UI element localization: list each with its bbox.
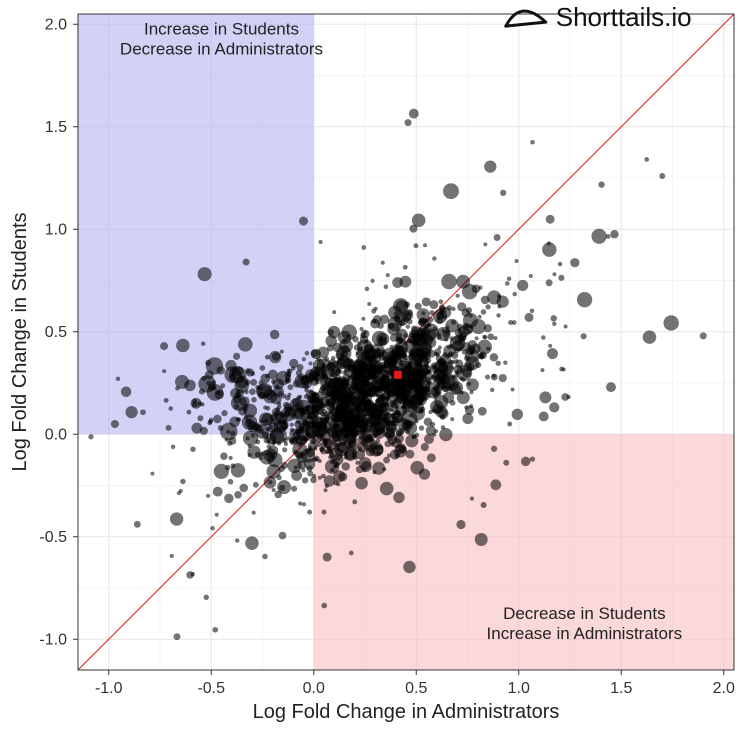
annotation-bottom-right: Decrease in StudentsIncrease in Administ… (487, 604, 683, 643)
chart-container: -1.0 -0.5 0.0 0.5 1.0 1.5 2.0 -1.0 -0.5 0.0 0.5 1.0… (0, 0, 744, 740)
annotation-top-left: Increase in StudentsDecrease in Administ… (120, 20, 323, 59)
y-tick-label: -0.5 (39, 529, 67, 546)
x-tick-label: 0.5 (405, 680, 427, 697)
x-axis-label: Log Fold Change in Administrators (253, 701, 560, 723)
x-tick-label: 1.5 (610, 680, 632, 697)
x-tick-label: 2.0 (713, 680, 735, 697)
x-tick-label: -0.5 (197, 680, 225, 697)
highlight-point (394, 371, 402, 379)
y-tick-label: 2.0 (45, 16, 67, 33)
y-tick-label: 0.5 (45, 324, 67, 341)
brand-text: Shorttails.io (556, 2, 692, 32)
y-tick-label: 0.0 (45, 426, 67, 443)
scatter-chart: -1.0 -0.5 0.0 0.5 1.0 1.5 2.0 -1.0 -0.5 0.0 0.5 1.0… (0, 0, 744, 740)
x-tick-label: -1.0 (95, 680, 123, 697)
y-tick-label: 1.5 (45, 119, 67, 136)
x-tick-label: 1.0 (508, 680, 530, 697)
x-tick-label: 0.0 (303, 680, 325, 697)
y-tick-label: -1.0 (39, 631, 67, 648)
y-axis-label: Log Fold Change in Students (9, 212, 31, 471)
y-tick-label: 1.0 (45, 221, 67, 238)
